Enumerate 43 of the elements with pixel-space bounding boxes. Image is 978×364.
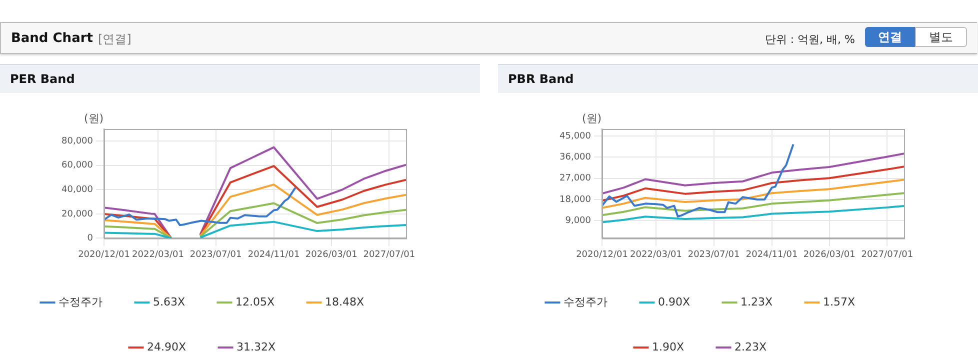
y-tick-label: 27,000 <box>560 174 592 184</box>
x-tick-label: 2020/12/01 <box>78 250 130 260</box>
chart-title: PBR Band <box>498 64 978 93</box>
legend-label: 1.23X <box>740 295 773 308</box>
x-tick-label: 2024/11/01 <box>248 250 300 260</box>
x-tick-label: 2026/03/01 <box>803 250 856 260</box>
x-tick-label: 2027/07/01 <box>363 250 416 260</box>
y-axis-title: (원) <box>84 112 104 125</box>
text: Band Chart <box>11 31 93 46</box>
legend-label: 수정주가 <box>58 295 102 308</box>
y-tick-label: 0 <box>87 234 94 244</box>
y-axis-title: (원) <box>582 112 602 125</box>
legend-label: 1.57X <box>823 295 856 308</box>
legend-label: 24.90X <box>146 340 186 354</box>
x-tick-label: 2027/07/01 <box>861 250 914 260</box>
x-tick-label: 2024/11/01 <box>746 250 798 260</box>
x-tick-label: 2023/07/01 <box>190 250 242 260</box>
x-tick-label: 2026/03/01 <box>305 250 358 260</box>
x-tick-label: 2020/12/01 <box>576 250 628 260</box>
y-tick-label: 60,000 <box>62 160 94 171</box>
y-tick-label: 36,000 <box>560 152 592 163</box>
legend-label: 18.48X <box>325 295 365 308</box>
y-tick-label: 20,000 <box>62 209 94 220</box>
legend-label: 수정주가 <box>563 295 608 308</box>
x-tick-label: 2022/03/01 <box>630 250 682 260</box>
y-tick-label: 40,000 <box>62 185 94 196</box>
legend-label: 12.05X <box>235 295 275 308</box>
legend-label: 1.90X <box>652 340 684 354</box>
legend-label: 2.23X <box>734 340 767 354</box>
y-tick-label: 9,000 <box>565 216 592 226</box>
legend-label: 0.90X <box>658 295 690 308</box>
x-tick-label: 2022/03/01 <box>132 250 184 260</box>
text: 단위 : 억원, 배, % <box>764 32 855 47</box>
text: 별도 <box>915 27 967 47</box>
x-tick-label: 2023/07/01 <box>688 250 740 260</box>
y-tick-label: 18,000 <box>560 194 592 205</box>
y-tick-label: 45,000 <box>560 131 592 142</box>
legend-label: 31.32X <box>236 340 276 354</box>
text: [연결] <box>98 31 132 48</box>
y-tick-label: 80,000 <box>62 136 94 146</box>
text: 연결 <box>865 27 915 47</box>
legend-label: 5.63X <box>152 295 186 308</box>
chart-title: PER Band <box>0 64 480 93</box>
